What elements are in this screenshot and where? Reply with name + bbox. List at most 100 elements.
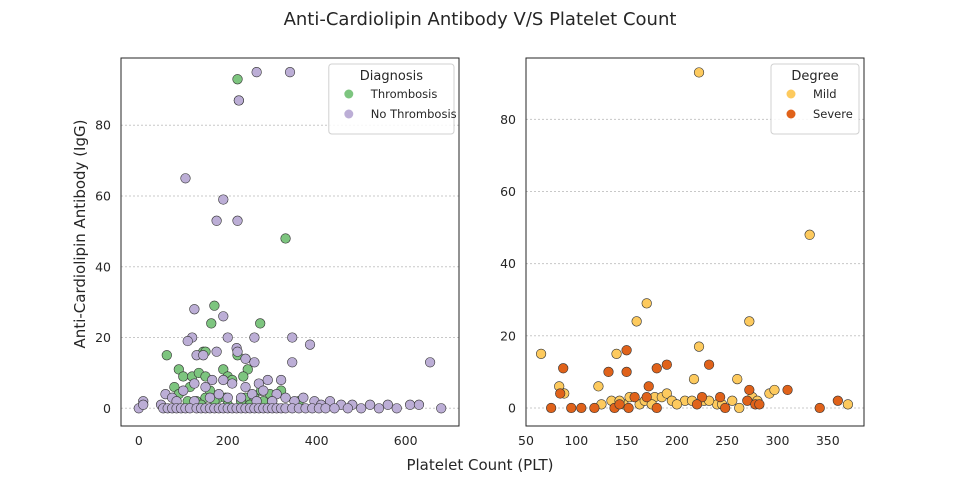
y-tick-label: 80 [95, 118, 111, 133]
scatter-point [287, 357, 298, 368]
scatter-point [424, 357, 436, 368]
scatter-point [641, 298, 652, 309]
y-tick-label: 60 [500, 184, 516, 199]
legend-title: Degree [791, 69, 838, 84]
scatter-point [688, 373, 700, 385]
legend-label: No Thrombosis [371, 107, 457, 121]
scatter-point [200, 381, 211, 393]
legend-label: Mild [813, 87, 837, 101]
scatter-point [566, 402, 577, 414]
scatter-point [842, 399, 854, 410]
scatter-point [138, 399, 149, 410]
scatter-point [744, 316, 755, 327]
legend-marker [344, 109, 354, 119]
scatter-point [249, 357, 260, 368]
scatter-point [693, 341, 705, 352]
x-tick-label: 350 [816, 433, 840, 448]
scatter-point [356, 403, 367, 414]
scatter-point [280, 233, 291, 244]
scatter-point [251, 67, 262, 78]
y-tick-label: 40 [95, 259, 111, 274]
scatter-point [227, 378, 238, 389]
plot-frame [120, 57, 460, 427]
scatter-point [213, 389, 224, 400]
scatter-point [727, 395, 738, 406]
scatter-point [413, 399, 425, 410]
x-tick-label: 150 [615, 433, 639, 448]
figure-title: Anti-Cardiolipin Antibody V/S Platelet C… [284, 9, 677, 30]
scatter-point [178, 371, 189, 382]
scatter-point [715, 392, 726, 403]
series-severe [546, 345, 843, 414]
scatter-point [555, 388, 566, 399]
x-tick-label: 600 [394, 433, 418, 448]
plot-frame [525, 57, 865, 427]
scatter-point [732, 373, 743, 385]
x-tick-label: 50 [518, 433, 534, 448]
scatter-point [804, 229, 815, 240]
scatter-point [814, 402, 825, 414]
scatter-point [611, 348, 622, 359]
y-tick-label: 20 [500, 328, 516, 343]
scatter-point [262, 374, 273, 386]
scatter-point [734, 402, 745, 414]
scatter-point [238, 371, 249, 382]
x-tick-label: 200 [216, 433, 240, 448]
legend-label: Severe [813, 107, 853, 121]
scatter-point [614, 399, 625, 410]
y-tick-label: 20 [95, 330, 111, 345]
scatter-point [391, 403, 402, 414]
scatter-point [651, 402, 662, 414]
x-tick-label: 300 [766, 433, 790, 448]
scatter-point [298, 392, 309, 403]
degree-scatter-panel: 50 100 150 200 250 300 350 0 20 40 60 80 Degree Mild S… [500, 57, 865, 448]
scatter-point [280, 392, 291, 403]
scatter-point [629, 392, 640, 403]
scatter-point [769, 384, 780, 396]
y-tick-label: 60 [95, 189, 111, 204]
scatter-point [180, 173, 191, 184]
scatter-point [222, 332, 233, 343]
y-tick-label: 0 [103, 401, 111, 416]
scatter-point [249, 332, 260, 343]
legend-marker [344, 89, 354, 99]
scatter-point [218, 374, 229, 386]
scatter-point [189, 378, 200, 389]
scatter-point [232, 346, 243, 357]
scatter-point [621, 345, 632, 356]
scatter-point [643, 381, 654, 392]
scatter-point [232, 215, 243, 226]
scatter-point [631, 316, 642, 327]
scatter-point [404, 399, 416, 410]
x-tick-label: 100 [564, 433, 588, 448]
scatter-point [691, 399, 703, 410]
scatter-point [182, 335, 193, 347]
series-no-thrombosis [133, 67, 447, 414]
legend-label: Thrombosis [370, 87, 438, 101]
scatter-point [207, 374, 218, 386]
scatter-point [693, 67, 705, 78]
scatter-point [209, 300, 220, 311]
scatter-point [258, 385, 269, 396]
scatter-point [621, 366, 632, 377]
scatter-point [589, 402, 600, 414]
scatter-point [641, 392, 652, 403]
x-tick-label: 200 [665, 433, 689, 448]
scatter-point [206, 318, 217, 329]
y-axis-label: Anti-Cardiolipin Antibody (IgG) [71, 120, 89, 349]
scatter-point [189, 304, 200, 315]
legend-title: Diagnosis [360, 69, 423, 84]
scatter-point [204, 392, 216, 403]
scatter-point [661, 388, 672, 399]
scatter-point [276, 374, 287, 386]
scatter-point [329, 403, 340, 414]
scatter-point [593, 381, 604, 392]
scatter-point [546, 402, 557, 414]
scatter-point [382, 399, 393, 410]
legend-marker [786, 109, 796, 119]
scatter-point [232, 74, 243, 85]
scatter-point [744, 384, 755, 396]
scatter-point [161, 350, 172, 361]
x-axis-label: Platelet Count (PLT) [406, 456, 553, 474]
scatter-point [255, 318, 266, 329]
